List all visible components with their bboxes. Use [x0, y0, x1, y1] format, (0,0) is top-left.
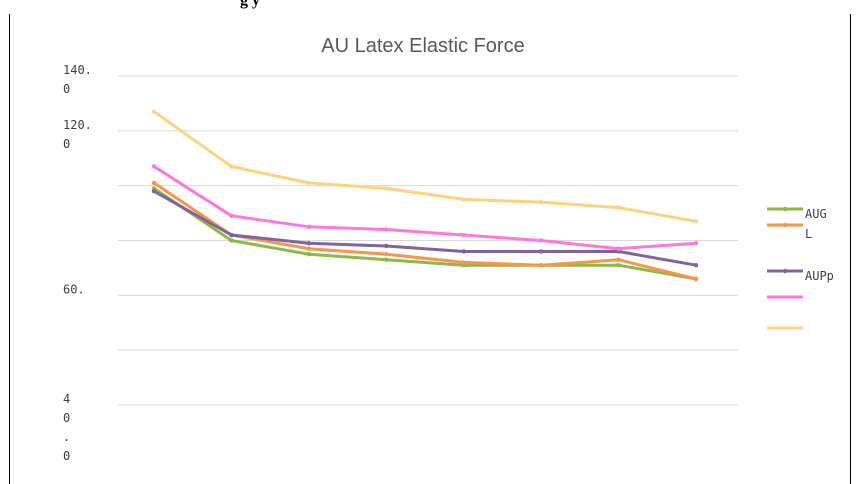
- series-line-4: [152, 165, 698, 251]
- series-5-point: [616, 205, 621, 210]
- series-2-point: [306, 246, 312, 251]
- series-2-point: [151, 180, 157, 186]
- series-3-point: [151, 188, 157, 194]
- series-3-point: [384, 243, 389, 249]
- y-tick-label: 120.: [63, 118, 92, 132]
- series-3-point: [693, 262, 699, 268]
- series-5-point: [538, 199, 544, 205]
- y-tick-label: 0: [63, 411, 70, 425]
- series-4-point: [538, 238, 544, 243]
- y-tick-label: 60.: [63, 282, 85, 296]
- series-5-point: [306, 180, 312, 186]
- y-tick-label: 140.: [63, 63, 92, 77]
- legend-label-2: L: [805, 227, 812, 241]
- chart-title: AU Latex Elastic Force: [321, 35, 524, 57]
- y-tick-label: .: [63, 430, 70, 444]
- caption-text: g y: [240, 0, 260, 9]
- series-2-point: [461, 260, 466, 265]
- series-3-point: [229, 232, 234, 238]
- legend-label-1: AUG: [805, 207, 827, 221]
- series-2-point: [616, 257, 621, 262]
- series-2-point: [693, 276, 699, 282]
- series-5-point: [461, 197, 466, 202]
- series-1-point: [229, 238, 234, 243]
- series-4-point: [461, 232, 466, 238]
- legend-marker-1: [782, 206, 788, 212]
- series-4-point: [151, 164, 157, 169]
- series-5-point: [693, 219, 699, 224]
- legend-marker-2: [782, 222, 788, 228]
- series-4-point: [693, 241, 699, 246]
- y-tick-label: 0: [63, 137, 70, 151]
- series-5-point: [384, 186, 389, 191]
- series-line-5: [152, 110, 698, 223]
- series-1-point: [306, 252, 312, 257]
- legend-marker-3: [782, 268, 788, 274]
- series-1-point: [384, 257, 389, 262]
- series-4-point: [616, 246, 621, 251]
- y-tick-label: 4: [63, 392, 70, 406]
- series-5-point: [229, 164, 234, 169]
- series-2-point: [538, 262, 544, 268]
- series-5-point: [151, 109, 157, 114]
- series-4-point: [384, 227, 389, 232]
- series-line-1: [152, 186, 698, 281]
- series-2-point: [384, 252, 389, 257]
- series-3-point: [461, 249, 466, 254]
- series-4-point: [229, 213, 234, 219]
- top-caption: g y: [0, 0, 860, 14]
- series-1-point: [616, 262, 621, 268]
- y-tick-label: 0: [63, 449, 70, 463]
- y-tick-label: 0: [63, 82, 70, 96]
- legend-label-3: AUPp: [805, 269, 834, 283]
- series-3-point: [306, 241, 312, 246]
- series-3-point: [538, 249, 544, 254]
- line-chart: AU Latex Elastic Force 140. 0 120. 0 60. 4 0. 0…: [63, 35, 834, 463]
- series-line-3: [152, 189, 698, 267]
- series-4-point: [306, 224, 312, 229]
- chart-frame: AU Latex Elastic Force 140. 0 120. 0 60. 4 0. 0…: [9, 14, 851, 484]
